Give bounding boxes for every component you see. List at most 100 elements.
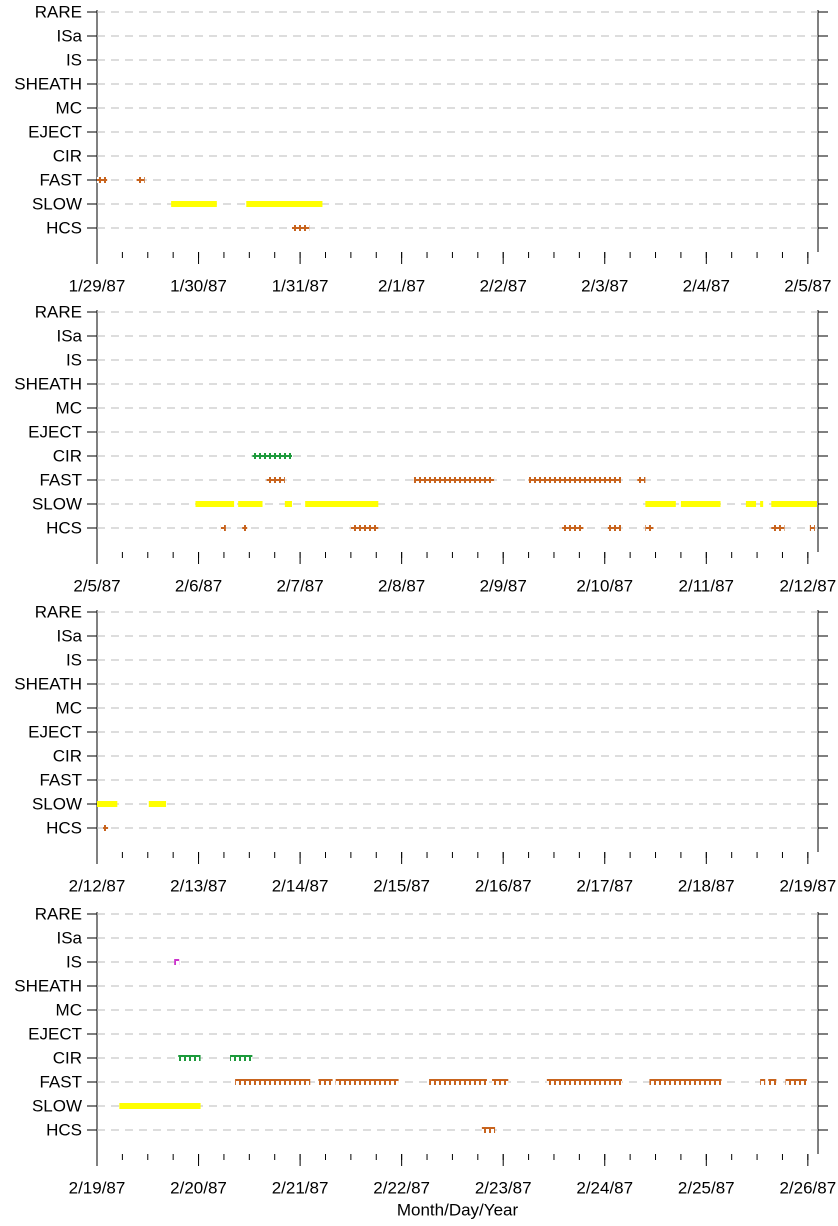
y-tick-label: MC: [56, 1000, 82, 1019]
y-tick-label: CIR: [53, 446, 82, 465]
x-tick-label: 2/5/87: [784, 276, 831, 295]
interval-bar: [246, 201, 323, 207]
y-tick-label: CIR: [53, 1048, 82, 1067]
interval-markers: [760, 1079, 766, 1085]
interval-markers: [350, 525, 379, 531]
interval-markers: [178, 1055, 201, 1061]
x-tick-label: 2/23/87: [475, 1178, 532, 1197]
interval-markers: [335, 1079, 399, 1085]
interval-markers: [562, 525, 584, 531]
x-tick-label: 2/6/87: [175, 576, 222, 595]
interval-bar: [119, 1103, 201, 1109]
interval-markers: [97, 177, 108, 183]
y-tick-label: SLOW: [32, 794, 82, 813]
y-tick-label: MC: [56, 98, 82, 117]
x-axis-title: Month/Day/Year: [397, 1200, 519, 1219]
y-tick-label: ISa: [56, 626, 82, 645]
interval-bar: [238, 501, 263, 507]
interval-markers: [429, 1079, 487, 1085]
interval-markers: [809, 525, 815, 531]
x-tick-label: 2/21/87: [272, 1178, 329, 1197]
x-tick-label: 2/16/87: [475, 876, 532, 895]
y-tick-label: FAST: [39, 1072, 82, 1091]
y-tick-label: EJECT: [28, 122, 82, 141]
interval-bar: [97, 801, 118, 807]
interval-bar: [284, 501, 292, 507]
interval-bar: [148, 801, 167, 807]
interval-markers: [771, 525, 785, 531]
y-tick-label: HCS: [46, 1120, 82, 1139]
interval-markers: [481, 1127, 496, 1133]
x-tick-label: 2/4/87: [683, 276, 730, 295]
interval-markers: [230, 1055, 253, 1061]
y-tick-label: HCS: [46, 818, 82, 837]
interval-bar: [645, 501, 676, 507]
x-tick-label: 2/19/87: [779, 876, 836, 895]
y-tick-label: SLOW: [32, 494, 82, 513]
y-tick-label: IS: [66, 350, 82, 369]
interval-markers: [174, 959, 180, 965]
y-tick-label: SHEATH: [14, 74, 82, 93]
x-tick-label: 2/9/87: [480, 576, 527, 595]
x-tick-label: 1/30/87: [170, 276, 227, 295]
interval-bar: [771, 501, 817, 507]
y-tick-label: SLOW: [32, 1096, 82, 1115]
y-tick-label: EJECT: [28, 1024, 82, 1043]
interval-markers: [546, 1079, 623, 1085]
interval-markers: [785, 1079, 807, 1085]
interval-markers: [768, 1079, 777, 1085]
y-tick-label: RARE: [35, 302, 82, 321]
x-tick-label: 2/17/87: [576, 876, 633, 895]
interval-bar: [195, 501, 235, 507]
x-tick-label: 1/29/87: [69, 276, 126, 295]
interval-bar: [745, 501, 757, 507]
x-tick-label: 2/18/87: [678, 876, 735, 895]
interval-bar: [171, 201, 217, 207]
y-tick-label: FAST: [39, 770, 82, 789]
y-tick-label: FAST: [39, 170, 82, 189]
x-tick-label: 2/3/87: [581, 276, 628, 295]
x-tick-label: 2/25/87: [678, 1178, 735, 1197]
y-tick-label: RARE: [35, 602, 82, 621]
x-tick-label: 2/11/87: [679, 576, 734, 595]
y-tick-label: RARE: [35, 904, 82, 923]
x-tick-label: 2/26/87: [779, 1178, 836, 1197]
interval-markers: [413, 477, 495, 483]
interval-markers: [266, 477, 285, 483]
interval-markers: [252, 453, 292, 459]
interval-bar: [760, 501, 764, 507]
y-tick-label: EJECT: [28, 422, 82, 441]
y-tick-label: CIR: [53, 746, 82, 765]
x-tick-label: 2/14/87: [272, 876, 329, 895]
x-tick-label: 2/1/87: [378, 276, 425, 295]
y-tick-label: MC: [56, 698, 82, 717]
y-tick-label: IS: [66, 952, 82, 971]
interval-markers: [637, 477, 646, 483]
y-tick-label: HCS: [46, 218, 82, 237]
x-tick-label: 2/5/87: [73, 576, 120, 595]
x-tick-label: 2/8/87: [378, 576, 425, 595]
x-tick-label: 2/2/87: [480, 276, 527, 295]
interval-markers: [235, 1079, 311, 1085]
interval-bar: [305, 501, 379, 507]
x-tick-label: 2/10/87: [576, 576, 633, 595]
interval-markers: [220, 525, 226, 531]
x-tick-label: 2/12/87: [69, 876, 126, 895]
x-tick-label: 2/7/87: [276, 576, 323, 595]
interval-markers: [291, 225, 310, 231]
y-tick-label: HCS: [46, 518, 82, 537]
interval-markers: [318, 1079, 333, 1085]
interval-markers: [136, 177, 145, 183]
y-tick-label: EJECT: [28, 722, 82, 741]
x-tick-label: 1/31/87: [272, 276, 329, 295]
interval-markers: [242, 525, 248, 531]
y-tick-label: ISa: [56, 26, 82, 45]
interval-markers: [103, 825, 109, 831]
y-tick-label: SHEATH: [14, 674, 82, 693]
x-tick-label: 2/24/87: [576, 1178, 633, 1197]
interval-markers: [649, 1079, 722, 1085]
interval-markers: [492, 1079, 509, 1085]
y-tick-label: SHEATH: [14, 976, 82, 995]
